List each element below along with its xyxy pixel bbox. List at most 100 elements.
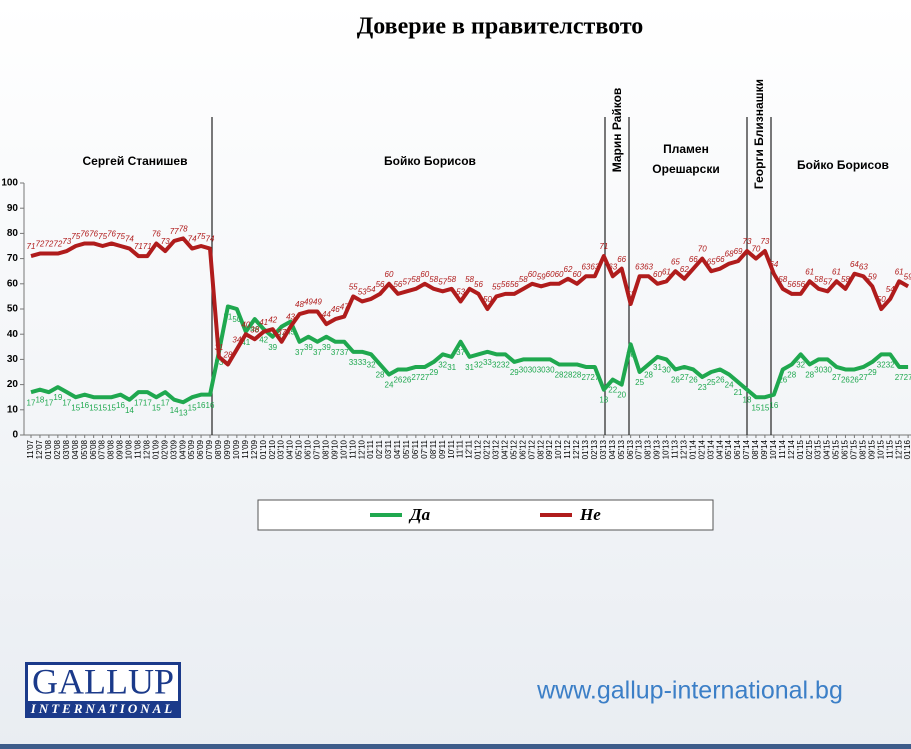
data-label: 72: [35, 240, 44, 249]
series-line: [30, 236, 910, 367]
data-label: 58: [411, 275, 420, 284]
data-label: 46: [250, 325, 259, 334]
data-label: 39: [304, 343, 313, 352]
x-tick-label: 02'13: [590, 439, 599, 459]
data-label: 61: [805, 267, 814, 276]
x-tick-label: 07'11: [420, 439, 429, 458]
data-label: 14: [170, 406, 179, 415]
data-label: 28: [222, 351, 232, 360]
data-label: 66: [617, 255, 626, 264]
data-label: 58: [519, 275, 528, 284]
data-label: 14: [125, 406, 134, 415]
x-tick-label: 04'14: [715, 439, 724, 459]
data-label: 72: [53, 240, 62, 249]
data-label: 71: [134, 242, 143, 251]
data-label: 30: [519, 366, 528, 375]
data-label: 53: [456, 288, 465, 297]
data-label: 17: [62, 398, 71, 407]
x-tick-label: 09'12: [545, 439, 554, 459]
data-label: 27: [904, 373, 911, 382]
x-tick-label: 12'12: [572, 439, 581, 459]
data-label: 62: [564, 265, 573, 274]
data-label: 31: [653, 363, 662, 372]
y-tick-label: 10: [7, 404, 19, 415]
data-label: 29: [429, 368, 438, 377]
data-label: 75: [71, 232, 80, 241]
x-tick-label: 02'11: [375, 439, 384, 458]
data-label: 17: [44, 398, 53, 407]
x-tick-label: 01'13: [581, 439, 590, 459]
data-label: 49: [313, 298, 322, 307]
x-tick-label: 12'11: [465, 439, 474, 458]
x-tick-label: 05'08: [80, 439, 89, 459]
data-label: 60: [420, 270, 429, 279]
x-tick-label: 03'12: [492, 439, 501, 459]
data-label: 64: [769, 260, 778, 269]
data-label: 71: [27, 242, 36, 251]
data-label: 26: [689, 376, 698, 385]
data-label: 37: [456, 348, 465, 357]
data-label: 61: [662, 267, 671, 276]
data-label: 32: [886, 360, 895, 369]
data-label: 54: [886, 285, 895, 294]
x-tick-label: 03'10: [277, 439, 286, 459]
data-label: 33: [483, 358, 492, 367]
period-label: Сергей Станишев: [83, 154, 188, 168]
data-label: 15: [107, 403, 116, 412]
x-tick-label: 04'12: [500, 439, 509, 459]
data-label: 18: [35, 396, 44, 405]
data-label: 16: [197, 401, 206, 410]
data-label: 18: [743, 396, 752, 405]
data-label: 19: [53, 393, 62, 402]
data-label: 73: [62, 237, 71, 246]
data-label: 41: [241, 338, 250, 347]
data-label: 56: [796, 280, 805, 289]
data-label: 47: [340, 303, 349, 312]
x-tick-label: 01'12: [474, 439, 483, 459]
x-tick-label: 07'10: [313, 439, 322, 459]
data-label: 76: [89, 230, 98, 239]
data-label: 42: [268, 315, 277, 324]
x-tick-label: 11'10: [348, 439, 357, 458]
data-label: 53: [358, 288, 367, 297]
data-label: 17: [134, 398, 143, 407]
data-label: 27: [590, 373, 599, 382]
data-label: 26: [402, 376, 411, 385]
data-label: 63: [608, 262, 617, 271]
data-label: 26: [850, 376, 859, 385]
data-label: 30: [823, 366, 832, 375]
data-label: 73: [161, 237, 170, 246]
y-tick-label: 40: [7, 329, 19, 340]
data-label: 63: [590, 262, 599, 271]
x-tick-label: 09'09: [223, 439, 232, 459]
x-tick-label: 05'13: [617, 439, 626, 459]
data-label: 15: [152, 403, 161, 412]
data-label: 71: [599, 242, 608, 251]
data-label: 29: [868, 368, 877, 377]
data-label: 40: [241, 320, 250, 329]
x-tick-label: 06'15: [841, 439, 850, 459]
data-label: 16: [80, 401, 89, 410]
x-tick-label: 01'16: [903, 439, 911, 459]
data-label: 68: [725, 250, 734, 259]
data-label: 74: [206, 235, 215, 244]
data-label: 63: [644, 262, 653, 271]
x-tick-label: 05'10: [295, 439, 304, 459]
data-label: 27: [420, 373, 429, 382]
data-label: 27: [832, 373, 841, 382]
logo-inner: [28, 665, 178, 701]
data-label: 72: [44, 240, 53, 249]
x-tick-label: 11'11: [456, 439, 465, 458]
chart-title: Доверие в правителството: [357, 14, 644, 40]
data-label: 16: [769, 401, 778, 410]
data-label: 46: [331, 305, 340, 314]
data-label: 15: [760, 403, 769, 412]
x-tick-label: 07'08: [98, 439, 107, 459]
x-tick-label: 10'11: [447, 439, 456, 458]
data-label: 26: [778, 376, 787, 385]
data-label: 39: [268, 343, 277, 352]
data-label: 15: [98, 403, 107, 412]
data-label: 29: [510, 368, 519, 377]
data-label: 42: [259, 335, 268, 344]
